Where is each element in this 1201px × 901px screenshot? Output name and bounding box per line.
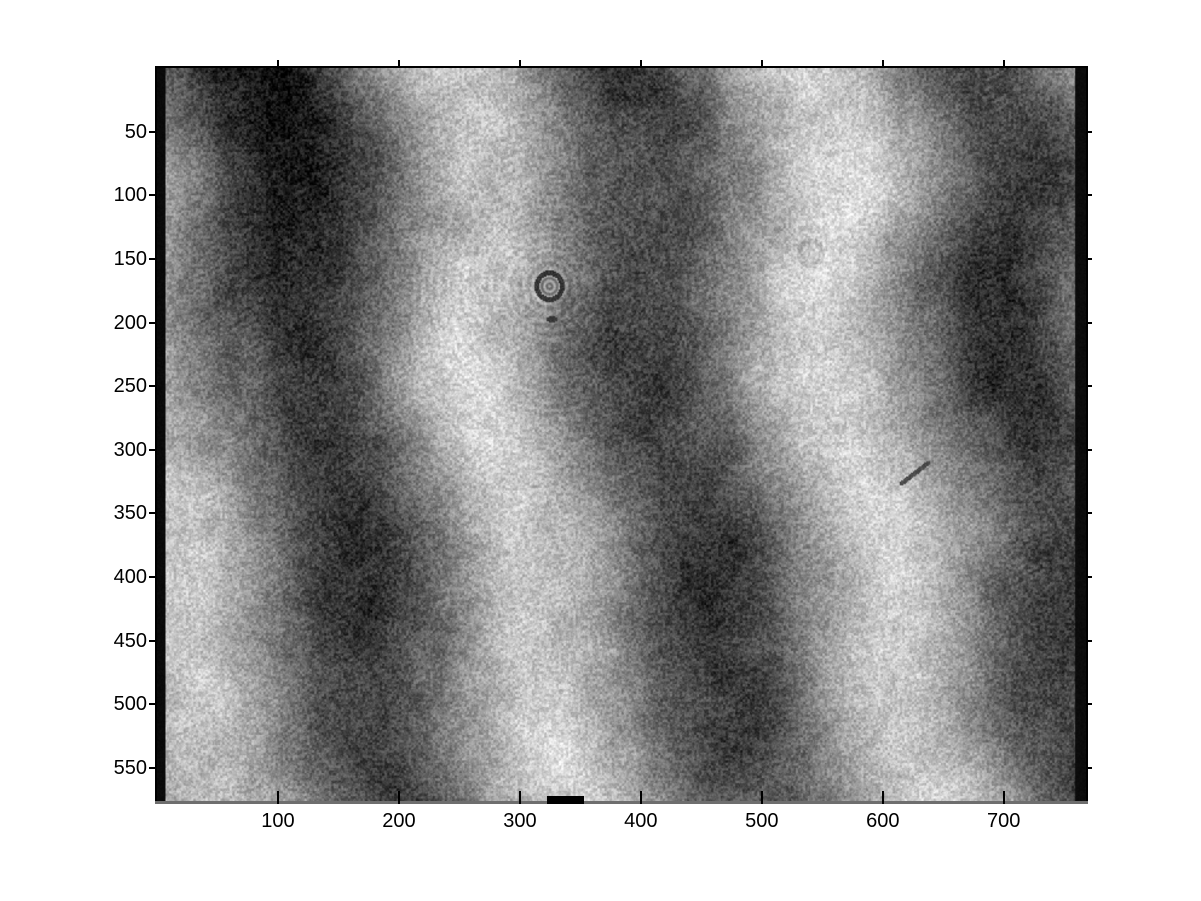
- axis-top-line: [155, 66, 1088, 68]
- y-tick-label: 300: [113, 438, 147, 461]
- y-tick-right: [1088, 576, 1092, 579]
- y-tick-right: [1088, 703, 1092, 706]
- x-tick-bottom: [1002, 791, 1005, 804]
- y-tick-right: [1088, 130, 1092, 133]
- y-tick-left: [149, 385, 155, 388]
- x-tick-top: [397, 60, 400, 66]
- y-tick-right: [1088, 512, 1092, 515]
- x-tick-bottom: [276, 791, 279, 804]
- y-tick-left: [149, 512, 155, 515]
- y-tick-right: [1088, 448, 1092, 451]
- y-tick-right: [1088, 385, 1092, 388]
- x-tick-bottom: [881, 791, 884, 804]
- x-tick-bottom: [397, 791, 400, 804]
- x-tick-bottom: [518, 791, 521, 804]
- bottom-edge-artifact: [547, 796, 584, 804]
- y-tick-label: 250: [113, 375, 147, 398]
- y-tick-label: 200: [113, 311, 147, 334]
- x-tick-label: 300: [503, 810, 537, 832]
- x-tick-label: 500: [745, 810, 779, 832]
- x-tick-label: 600: [866, 810, 900, 832]
- axis-right-line: [1086, 66, 1088, 804]
- x-tick-label: 700: [987, 810, 1021, 832]
- x-tick-label: 400: [624, 810, 658, 832]
- y-tick-right: [1088, 257, 1092, 260]
- x-tick-label: 100: [261, 810, 295, 832]
- axis-left-line: [155, 66, 157, 804]
- y-tick-left: [149, 448, 155, 451]
- x-tick-top: [518, 60, 521, 66]
- x-tick-top: [639, 60, 642, 66]
- y-tick-left: [149, 321, 155, 324]
- y-tick-left: [149, 766, 155, 769]
- x-tick-top: [276, 60, 279, 66]
- y-tick-label: 550: [113, 756, 147, 779]
- y-tick-right: [1088, 639, 1092, 642]
- x-tick-top: [760, 60, 763, 66]
- y-tick-label: 350: [113, 502, 147, 525]
- x-tick-top: [1002, 60, 1005, 66]
- y-tick-left: [149, 703, 155, 706]
- image-axes: [157, 68, 1086, 801]
- y-tick-left: [149, 130, 155, 133]
- x-tick-bottom: [639, 791, 642, 804]
- y-tick-label: 100: [113, 184, 147, 207]
- y-tick-left: [149, 576, 155, 579]
- y-tick-right: [1088, 766, 1092, 769]
- y-tick-left: [149, 639, 155, 642]
- y-tick-right: [1088, 321, 1092, 324]
- x-tick-top: [881, 60, 884, 66]
- y-tick-right: [1088, 194, 1092, 197]
- y-tick-label: 450: [113, 629, 147, 652]
- speckle-image-canvas: [157, 68, 1086, 801]
- axis-bottom-line: [155, 801, 1088, 804]
- y-tick-label: 400: [113, 566, 147, 589]
- x-tick-bottom: [760, 791, 763, 804]
- y-tick-left: [149, 194, 155, 197]
- y-tick-label: 500: [113, 693, 147, 716]
- y-tick-left: [149, 257, 155, 260]
- y-tick-label: 50: [124, 120, 147, 143]
- x-tick-label: 200: [382, 810, 416, 832]
- y-tick-label: 150: [113, 247, 147, 270]
